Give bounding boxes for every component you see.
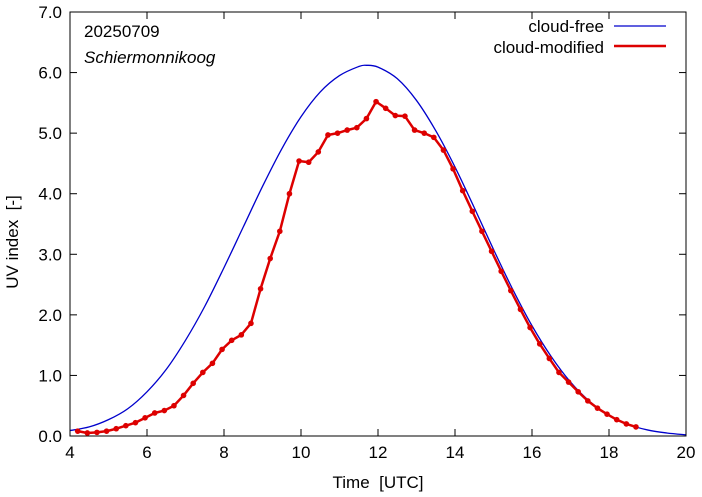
data-point	[305, 159, 312, 166]
data-point	[132, 419, 139, 426]
data-point	[190, 380, 196, 387]
y-tick-label: 0.0	[38, 427, 62, 446]
data-point	[623, 421, 630, 427]
data-point	[228, 337, 235, 344]
series-line-cloud-modified	[77, 100, 637, 435]
data-point	[286, 190, 293, 197]
data-point	[344, 127, 351, 133]
data-point	[200, 369, 206, 376]
data-point	[431, 134, 437, 141]
data-point	[315, 149, 322, 155]
data-point	[450, 166, 456, 172]
data-point	[469, 208, 476, 215]
data-point	[402, 113, 408, 119]
legend-entry-cloud-modified: cloud-modified	[493, 38, 666, 57]
data-point	[363, 115, 370, 122]
legend: cloud-free cloud-modified	[493, 17, 666, 57]
data-point	[517, 306, 524, 313]
data-point	[527, 324, 533, 331]
x-axis-label: Time [UTC]	[333, 473, 424, 492]
data-point	[585, 398, 591, 404]
x-tick-label: 4	[65, 443, 74, 462]
station-annotation: Schiermonnikoog	[84, 48, 216, 67]
data-point	[373, 98, 379, 105]
legend-entry-cloud-free: cloud-free	[528, 17, 666, 36]
data-point	[171, 402, 177, 409]
data-point	[142, 415, 148, 421]
data-point	[604, 411, 610, 417]
data-point	[151, 410, 158, 416]
data-point	[123, 422, 129, 429]
data-point	[277, 228, 283, 235]
data-point	[267, 255, 274, 262]
data-point	[459, 187, 466, 194]
data-point	[508, 287, 514, 294]
data-point	[382, 105, 389, 112]
x-tick-label: 18	[600, 443, 619, 462]
series-cloud-modified	[74, 98, 639, 436]
x-tick-label: 16	[523, 443, 542, 462]
y-tick-label: 7.0	[38, 3, 62, 22]
data-point	[546, 355, 553, 362]
data-point	[556, 369, 562, 376]
y-tick-label: 4.0	[38, 185, 62, 204]
data-point	[613, 416, 620, 423]
data-point	[103, 428, 110, 434]
data-point	[354, 124, 360, 131]
data-point	[209, 360, 216, 367]
data-point	[440, 147, 447, 153]
y-axis-label: UV index [-]	[3, 195, 22, 289]
data-point	[94, 429, 100, 436]
data-point	[421, 130, 428, 136]
x-axis: 4 6 8 10 12 14 16 18 20	[65, 12, 695, 462]
data-point	[334, 130, 341, 136]
y-tick-label: 3.0	[38, 245, 62, 264]
y-tick-label: 2.0	[38, 306, 62, 325]
legend-label-cloud-modified: cloud-modified	[493, 38, 604, 57]
data-point	[74, 428, 81, 434]
plot-frame	[69, 11, 687, 437]
x-tick-label: 6	[142, 443, 151, 462]
series-cloud-free	[69, 64, 687, 436]
x-tick-label: 10	[292, 443, 311, 462]
x-tick-label: 12	[369, 443, 388, 462]
data-point	[180, 392, 187, 399]
data-point	[392, 112, 399, 119]
data-point	[498, 268, 505, 275]
data-point	[488, 248, 495, 255]
x-tick-label: 8	[219, 443, 228, 462]
data-point	[411, 127, 418, 133]
data-point	[575, 388, 581, 395]
data-point	[565, 379, 572, 385]
y-tick-label: 6.0	[38, 64, 62, 83]
data-point	[325, 132, 331, 138]
x-tick-label: 20	[677, 443, 696, 462]
data-point	[219, 346, 225, 353]
data-point	[536, 341, 543, 347]
data-point	[296, 158, 302, 164]
y-tick-label: 5.0	[38, 124, 62, 143]
data-point	[248, 320, 254, 327]
y-tick-label: 1.0	[38, 366, 62, 385]
y-axis: 0.0 1.0 2.0 3.0 4.0 5.0 6.0 7.0	[38, 3, 686, 446]
data-point	[479, 228, 485, 235]
data-point	[84, 430, 91, 436]
data-point	[633, 424, 639, 430]
x-tick-label: 14	[446, 443, 465, 462]
data-point	[161, 407, 168, 414]
data-point	[594, 405, 601, 411]
data-point	[257, 286, 264, 292]
series-line-cloud-free	[69, 64, 687, 436]
legend-label-cloud-free: cloud-free	[528, 17, 604, 36]
data-point	[238, 332, 245, 338]
data-point	[113, 425, 119, 432]
date-annotation: 20250709	[84, 22, 160, 41]
